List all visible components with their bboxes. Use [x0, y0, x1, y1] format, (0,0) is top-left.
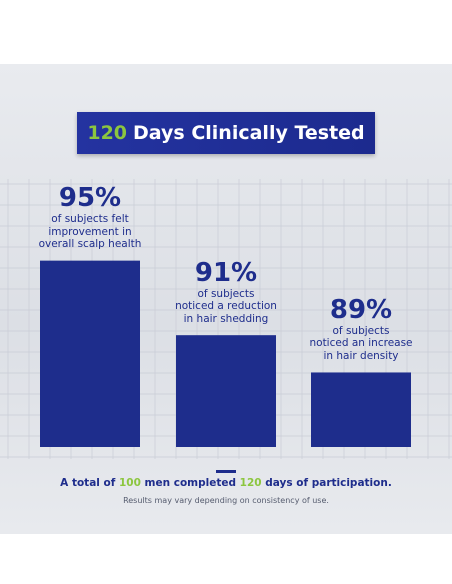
title-text: Days Clinically Tested: [133, 122, 365, 144]
title-banner: 120 Days Clinically Tested: [77, 112, 375, 154]
summary-men-count: 100: [118, 477, 141, 489]
bar-category-label: of subjects noticed a reduction in hair …: [175, 287, 277, 325]
participation-summary: A total of 100 men completed 120 days of…: [0, 477, 452, 489]
bar-value-label: 95%: [58, 183, 122, 214]
summary-middle: men completed: [144, 477, 237, 489]
summary-divider: [216, 470, 236, 473]
summary-days-count: 120: [239, 477, 262, 489]
bar-value-label: 89%: [329, 294, 393, 325]
stat-hair-shedding: 91% of subjects noticed a reduction in h…: [151, 258, 301, 326]
disclaimer-text: Results may vary depending on consistenc…: [123, 496, 329, 505]
bar-category-label: of subjects noticed an increase in hair …: [309, 324, 413, 362]
summary-prefix: A total of: [60, 477, 116, 489]
bar: [311, 372, 411, 447]
bar: [176, 335, 276, 447]
bar-value-label: 91%: [194, 257, 258, 288]
stat-scalp-health: 95% of subjects felt improvement in over…: [15, 183, 165, 251]
stat-hair-density: 89% of subjects noticed an increase in h…: [286, 295, 436, 363]
bar-chart: [40, 260, 411, 447]
bar-category-label: of subjects felt improvement in overall …: [38, 213, 142, 251]
summary-suffix: days of participation.: [265, 477, 392, 489]
title-days-number: 120: [87, 122, 128, 144]
infographic-panel: 120 Days Clinically Tested 95% of subjec…: [0, 64, 452, 534]
bar: [40, 260, 140, 447]
